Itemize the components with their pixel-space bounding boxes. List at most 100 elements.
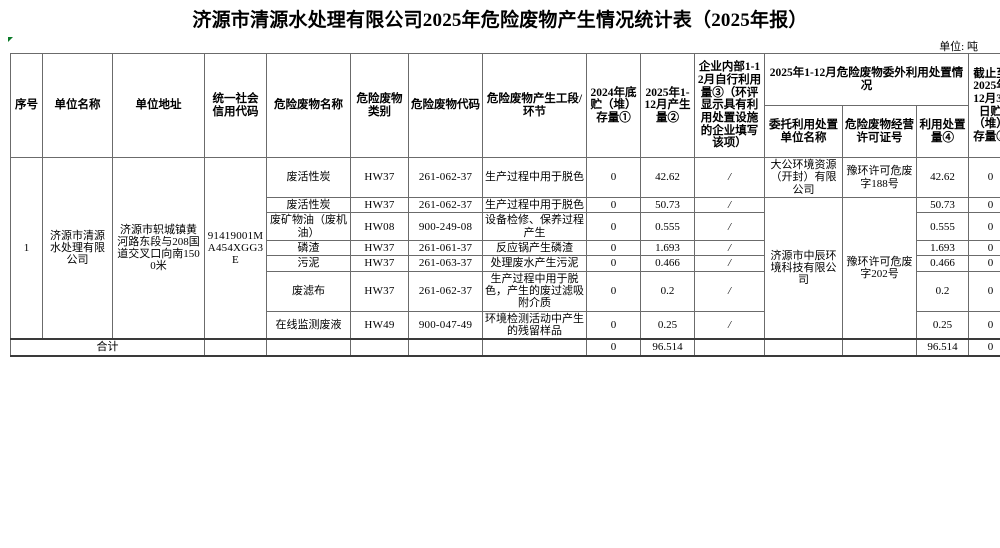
cell-disposal-qty: 50.73 <box>915 197 970 214</box>
cell-waste-name: 废滤布 <box>266 270 351 312</box>
cell-total-blank-code <box>408 338 483 357</box>
cell-waste-category: HW49 <box>350 310 409 340</box>
cell-total-blank-stage <box>482 338 587 357</box>
table-row: 废活性炭 HW37 261-062-37 生产过程中用于脱色 0 50.73 /… <box>11 197 1000 340</box>
cell-process-stage: 设备检修、保养过程产生 <box>482 212 587 241</box>
total-row: 合计 0 96.514 96.514 0 <box>10 338 1000 357</box>
cell-stock-2024: 0 <box>586 239 641 257</box>
cell-internal-use: / <box>694 197 765 214</box>
cell-waste-name: 污泥 <box>266 255 351 272</box>
cell-entrust-unit: 大公环境资源（开封）有限公司 <box>764 157 843 199</box>
comment-marker-icon <box>8 37 13 42</box>
th-external-group: 2025年1-12月危险废物委外利用处置情况 <box>763 52 970 107</box>
cell-stock-end: 0 <box>968 239 1000 257</box>
cell-generated-2025: 0.555 <box>640 212 695 241</box>
table-row: 污泥 HW37 261-063-37 处理废水产生污泥 0 0.466 / 0.… <box>11 255 1000 272</box>
th-stock-2024: 2024年底贮（堆）存量① <box>586 52 641 159</box>
cell-entrust-unit: 济源市中辰环境科技有限公司 <box>764 197 843 340</box>
cell-total-blank-license <box>842 338 917 357</box>
cell-total-blank-category <box>350 338 409 357</box>
cell-process-stage: 处理废水产生污泥 <box>482 255 587 272</box>
cell-generated-2025: 1.693 <box>640 239 695 257</box>
cell-total-stock-end: 0 <box>968 338 1000 357</box>
cell-total-blank-internal <box>694 338 765 357</box>
cell-waste-code: 261-062-37 <box>408 270 483 312</box>
cell-waste-name: 废活性炭 <box>266 157 351 199</box>
cell-stock-end: 0 <box>968 310 1000 340</box>
cell-waste-name: 在线监测废液 <box>266 310 351 340</box>
cell-generated-2025: 0.2 <box>640 270 695 312</box>
cell-total-label: 合计 <box>10 338 205 357</box>
cell-stock-end: 0 <box>968 157 1000 199</box>
cell-waste-category: HW08 <box>350 212 409 241</box>
th-seq: 序号 <box>10 52 43 159</box>
cell-stock-2024: 0 <box>586 212 641 241</box>
cell-stock-end: 0 <box>968 270 1000 312</box>
cell-generated-2025: 50.73 <box>640 197 695 214</box>
cell-internal-use: / <box>694 239 765 257</box>
th-waste-code: 危险废物代码 <box>408 52 483 159</box>
th-entrust-unit: 委托利用处置单位名称 <box>764 105 843 159</box>
cell-process-stage: 反应锅产生磷渣 <box>482 239 587 257</box>
cell-disposal-qty: 0.2 <box>915 270 970 312</box>
cell-stock-2024: 0 <box>586 255 641 272</box>
cell-stock-2024: 0 <box>586 197 641 214</box>
th-waste-name: 危险废物名称 <box>266 52 351 159</box>
unit-note-row: 单位: 吨 <box>0 36 1000 53</box>
cell-waste-category: HW37 <box>350 157 409 199</box>
th-waste-category: 危险废物类别 <box>350 52 409 159</box>
cell-stock-2024: 0 <box>586 157 641 199</box>
table-row: 1 济源市清源水处理有限公司 济源市轵城镇黄河路东段与208国道交叉口向南150… <box>10 157 1000 340</box>
cell-waste-name: 废活性炭 <box>266 197 351 214</box>
table-row: 废矿物油（废机油） HW08 900-249-08 设备检修、保养过程产生 0 … <box>11 212 1000 241</box>
cell-total-blank-credit <box>204 338 267 357</box>
cell-waste-name: 磷渣 <box>266 239 351 257</box>
cell-generated-2025: 0.466 <box>640 255 695 272</box>
cell-waste-code: 900-047-49 <box>408 310 483 340</box>
cell-total-disposal-qty: 96.514 <box>915 338 970 357</box>
cell-disposal-qty: 0.555 <box>915 212 970 241</box>
cell-waste-code: 261-062-37 <box>408 197 483 214</box>
cell-disposal-qty: 0.466 <box>915 255 970 272</box>
cell-waste-category: HW37 <box>350 239 409 257</box>
cell-internal-use: / <box>694 212 765 241</box>
cell-unit-name: 济源市清源水处理有限公司 <box>42 157 113 340</box>
cell-stock-end: 0 <box>968 212 1000 241</box>
cell-waste-code: 261-063-37 <box>408 255 483 272</box>
page-title: 济源市清源水处理有限公司2025年危险废物产生情况统计表（2025年报） <box>192 9 808 31</box>
cell-waste-category: HW37 <box>350 255 409 272</box>
cell-unit-address: 济源市轵城镇黄河路东段与208国道交叉口向南1500米 <box>112 157 205 340</box>
cell-disposal-qty: 0.25 <box>915 310 970 340</box>
cell-total-blank-entrust <box>764 338 843 357</box>
header-row-1: 序号 单位名称 单位地址 统一社会信用代码 危险废物名称 危险废物类别 危险废物… <box>10 52 1000 159</box>
header-row-2: 委托利用处置单位名称 危险废物经营许可证号 利用处置量④ <box>11 105 1000 159</box>
title-row: 济源市清源水处理有限公司2025年危险废物产生情况统计表（2025年报） <box>0 0 1000 36</box>
cell-waste-code: 261-062-37 <box>408 157 483 199</box>
th-process-stage: 危险废物产生工段/环节 <box>482 52 587 159</box>
cell-waste-category: HW37 <box>350 197 409 214</box>
cell-process-stage: 生产过程中用于脱色，产生的废过滤吸附介质 <box>482 270 587 312</box>
cell-waste-code: 900-249-08 <box>408 212 483 241</box>
cell-license-no: 豫环许可危废字202号 <box>842 197 917 340</box>
cell-waste-name: 废矿物油（废机油） <box>266 212 351 241</box>
th-stock-end: 截止至2025年12月31日贮（堆）存量⑤ <box>968 52 1000 159</box>
cell-total-stock-2024: 0 <box>586 338 641 357</box>
cell-stock-end: 0 <box>968 197 1000 214</box>
th-unit-address: 单位地址 <box>112 52 205 159</box>
cell-generated-2025: 42.62 <box>640 157 695 199</box>
th-internal-use: 企业内部1-12月自行利用量③（环评显示具有利用处置设施的企业填写该项） <box>694 52 765 159</box>
cell-total-generated-2025: 96.514 <box>640 338 695 357</box>
cell-disposal-qty: 1.693 <box>915 239 970 257</box>
th-license-no: 危险废物经营许可证号 <box>842 105 917 159</box>
cell-process-stage: 环境检测活动中产生的残留样品 <box>482 310 587 340</box>
cell-stock-2024: 0 <box>586 310 641 340</box>
cell-process-stage: 生产过程中用于脱色 <box>482 197 587 214</box>
table-row: 磷渣 HW37 261-061-37 反应锅产生磷渣 0 1.693 / 1.6… <box>11 239 1000 257</box>
cell-stock-2024: 0 <box>586 270 641 312</box>
th-unit-name: 单位名称 <box>42 52 113 159</box>
cell-stock-end: 0 <box>968 255 1000 272</box>
table-head: 序号 单位名称 单位地址 统一社会信用代码 危险废物名称 危险废物类别 危险废物… <box>10 52 1000 159</box>
hazardous-waste-table: 序号 单位名称 单位地址 统一社会信用代码 危险废物名称 危险废物类别 危险废物… <box>10 52 1000 357</box>
table-row: 在线监测废液 HW49 900-047-49 环境检测活动中产生的残留样品 0 … <box>11 310 1000 340</box>
